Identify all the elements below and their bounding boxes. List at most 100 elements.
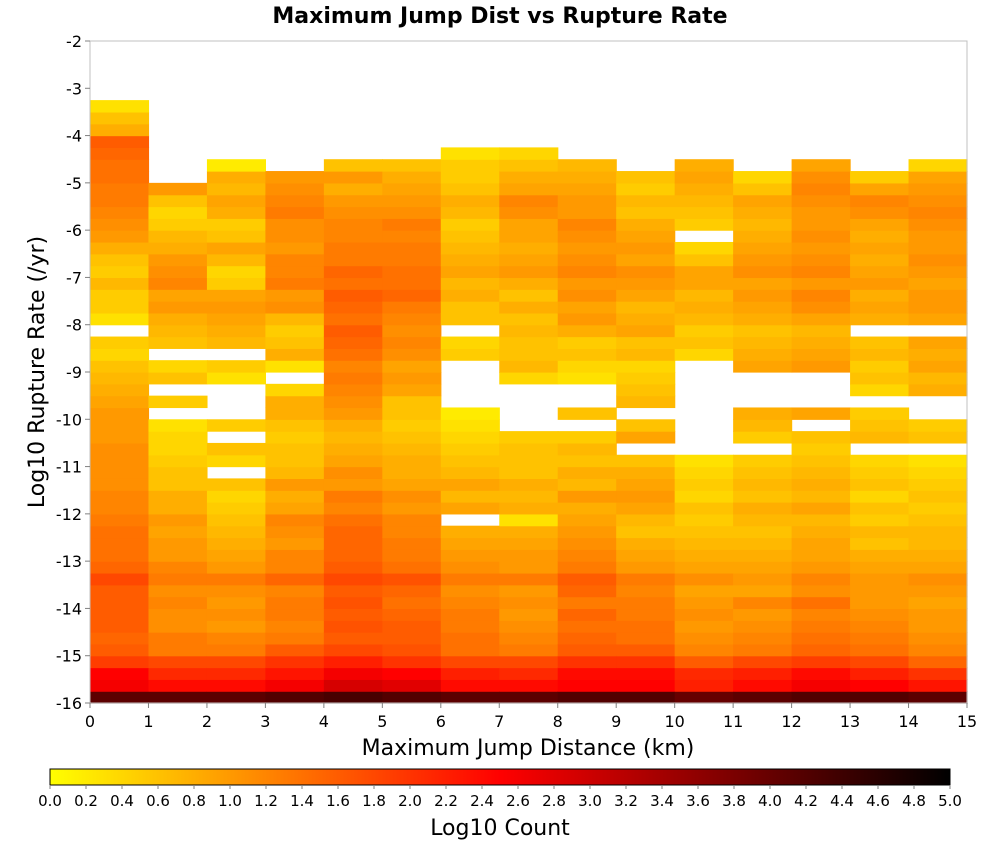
heatmap-cell xyxy=(206,419,266,432)
colorbar-tick-label: 1.4 xyxy=(290,792,314,810)
heatmap-cell xyxy=(206,171,266,184)
heatmap-cell xyxy=(206,502,266,515)
heatmap-cell xyxy=(206,584,266,598)
x-axis-ticks: 0 1 2 3 4 5 6 7 8 9 10 11 12 13 14 15 xyxy=(85,703,977,731)
heatmap-cell xyxy=(850,679,910,692)
heatmap-cell xyxy=(850,490,910,503)
heatmap-cell xyxy=(90,608,150,621)
heatmap-cell xyxy=(733,679,793,692)
heatmap-cell xyxy=(557,572,617,586)
heatmap-cell xyxy=(90,395,150,409)
heatmap-cell xyxy=(791,265,851,279)
heatmap-cell xyxy=(382,478,442,491)
heatmap-cell xyxy=(206,596,266,610)
heatmap-cell xyxy=(674,182,734,196)
heatmap-cell xyxy=(674,525,734,539)
heatmap-cell xyxy=(90,407,150,420)
heatmap-cell xyxy=(382,230,442,243)
heatmap-cell xyxy=(440,159,500,172)
heatmap-cell xyxy=(382,171,442,184)
heatmap-cell xyxy=(148,679,208,692)
heatmap-cell xyxy=(499,206,559,219)
heatmap-cell xyxy=(440,301,500,314)
heatmap-cell xyxy=(499,230,559,243)
heatmap-cell xyxy=(382,454,442,468)
heatmap-cell xyxy=(499,549,559,562)
x-tick-label: 10 xyxy=(664,712,684,731)
heatmap-cell xyxy=(90,596,150,610)
heatmap-cell xyxy=(206,537,266,550)
heatmap-cell xyxy=(90,372,150,385)
heatmap-cell xyxy=(674,466,734,479)
heatmap-cell xyxy=(733,265,793,279)
heatmap-cell xyxy=(733,466,793,479)
heatmap-cell xyxy=(557,312,617,326)
heatmap-cell xyxy=(616,194,676,208)
heatmap-cell xyxy=(323,608,383,621)
colorbar-tick-label: 2.2 xyxy=(434,792,458,810)
heatmap-cell xyxy=(791,478,851,491)
heatmap-cell xyxy=(674,537,734,550)
heatmap-cell xyxy=(90,561,150,574)
heatmap-cell xyxy=(499,691,559,704)
heatmap-cell xyxy=(499,348,559,361)
heatmap-cell xyxy=(206,525,266,539)
heatmap-cell xyxy=(206,206,266,219)
heatmap-cell xyxy=(440,454,500,468)
heatmap-cell xyxy=(499,667,559,680)
heatmap-cell xyxy=(557,643,617,657)
heatmap-cell xyxy=(90,667,150,680)
x-tick-label: 12 xyxy=(781,712,801,731)
heatmap-cells xyxy=(90,100,968,704)
heatmap-cell xyxy=(616,572,676,586)
heatmap-cell xyxy=(557,549,617,562)
heatmap-cell xyxy=(908,679,968,692)
heatmap-cell xyxy=(557,537,617,550)
heatmap-cell xyxy=(850,348,910,361)
heatmap-cell xyxy=(733,502,793,515)
heatmap-cell xyxy=(382,324,442,338)
x-tick-label: 15 xyxy=(957,712,977,731)
heatmap-cell xyxy=(616,171,676,184)
x-tick-label: 1 xyxy=(143,712,153,731)
heatmap-cell xyxy=(674,502,734,515)
heatmap-cell xyxy=(850,312,910,326)
heatmap-cell xyxy=(733,667,793,680)
heatmap-cell xyxy=(616,312,676,326)
heatmap-cell xyxy=(440,549,500,562)
heatmap-cell xyxy=(499,454,559,468)
heatmap-cell xyxy=(791,431,851,444)
heatmap-cell xyxy=(206,241,266,255)
heatmap-cell xyxy=(90,218,150,231)
heatmap-cell xyxy=(616,478,676,491)
heatmap-cell xyxy=(616,324,676,338)
heatmap-cell xyxy=(674,549,734,562)
heatmap-cell xyxy=(674,513,734,527)
heatmap-cell xyxy=(90,241,150,255)
heatmap-cell xyxy=(440,230,500,243)
heatmap-cell xyxy=(791,241,851,255)
heatmap-cell xyxy=(850,632,910,645)
heatmap-cell xyxy=(323,466,383,479)
heatmap-cell xyxy=(499,253,559,267)
heatmap-cell xyxy=(382,679,442,692)
heatmap-cell xyxy=(382,620,442,633)
colorbar-tick-label: 0.8 xyxy=(182,792,206,810)
heatmap-cell xyxy=(850,407,910,420)
heatmap-cell xyxy=(382,301,442,314)
heatmap-cell xyxy=(908,265,968,279)
heatmap-cell xyxy=(791,608,851,621)
heatmap-cell xyxy=(499,632,559,645)
heatmap-cell xyxy=(440,667,500,680)
heatmap-cell xyxy=(440,253,500,267)
heatmap-cell xyxy=(499,596,559,610)
colorbar-tick-label: 0.2 xyxy=(74,792,98,810)
heatmap-cell xyxy=(265,265,325,279)
heatmap-cell xyxy=(265,679,325,692)
heatmap-cell xyxy=(382,241,442,255)
heatmap-cell xyxy=(791,253,851,267)
heatmap-cell xyxy=(206,159,266,172)
heatmap-cell xyxy=(206,608,266,621)
heatmap-cell xyxy=(557,513,617,527)
heatmap-cell xyxy=(557,620,617,633)
